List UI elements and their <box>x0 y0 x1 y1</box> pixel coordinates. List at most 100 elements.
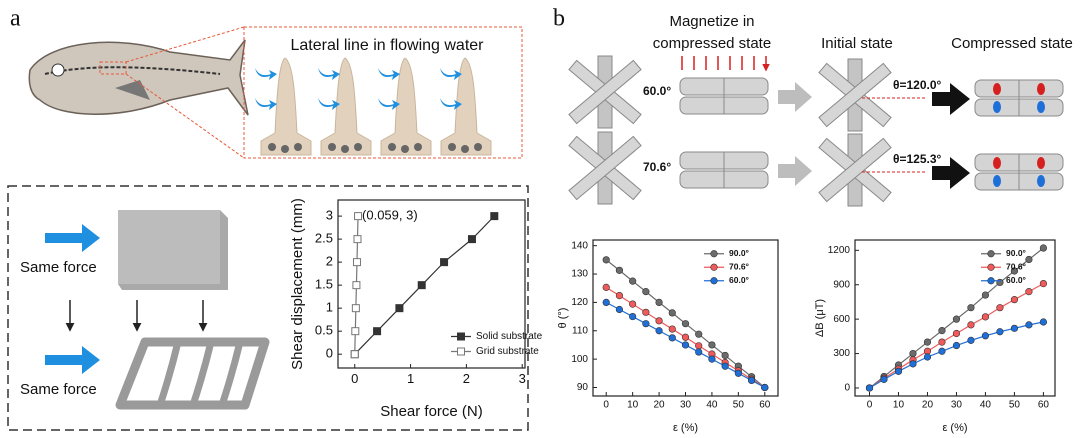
point <box>981 332 990 340</box>
x-tick-label: 1 <box>407 371 414 386</box>
x-tick-label: 3 <box>519 371 526 386</box>
point <box>967 336 975 344</box>
x-tick-label: 30 <box>951 400 963 411</box>
point <box>373 327 382 336</box>
point <box>351 327 360 336</box>
point <box>865 384 874 392</box>
point <box>734 369 742 377</box>
x-tick-label: 30 <box>680 400 692 411</box>
y-axis-label: θ (°) <box>557 308 569 329</box>
point <box>894 367 903 375</box>
point <box>668 309 676 317</box>
point <box>981 291 990 299</box>
point <box>351 304 360 313</box>
x-tick-label: 10 <box>627 400 639 411</box>
grid-frame <box>115 337 270 410</box>
point <box>681 320 690 328</box>
x-tick-label: 10 <box>893 400 905 411</box>
point <box>655 317 663 325</box>
stage-arrow <box>932 83 970 115</box>
unit-cell <box>568 131 642 205</box>
x-axis-label: ε (%) <box>673 422 698 434</box>
point <box>747 376 756 385</box>
y-tick-label: 1.5 <box>315 277 333 292</box>
point <box>695 342 703 350</box>
point <box>967 304 975 312</box>
point <box>615 266 624 274</box>
legend-marker <box>987 263 995 271</box>
fish-eye <box>51 63 65 77</box>
block-top <box>118 210 220 284</box>
point <box>642 288 650 296</box>
legend-label: 90.0° <box>729 248 750 258</box>
legend-label: 70.6° <box>729 262 750 272</box>
point <box>352 258 361 267</box>
y-tick-label: 300 <box>833 348 850 359</box>
point <box>1025 288 1033 296</box>
flow-arrow <box>255 98 277 110</box>
stage-arrow <box>778 156 812 186</box>
point <box>952 315 961 323</box>
point <box>655 298 663 307</box>
neuromast <box>260 57 312 156</box>
plot-frame <box>854 239 1056 397</box>
unit-cell <box>818 133 892 207</box>
unit-cell <box>818 58 892 132</box>
y-tick-label: 140 <box>571 240 588 251</box>
y-tick-label: 110 <box>572 325 588 336</box>
point <box>967 321 975 329</box>
legend-marker <box>710 250 718 258</box>
legend-marker <box>457 332 465 341</box>
point <box>629 300 637 308</box>
point <box>938 338 946 346</box>
zoom-frame <box>243 26 523 159</box>
x-tick-label: 20 <box>922 400 934 411</box>
legend-label: Solid substrate <box>476 331 543 342</box>
point <box>629 277 637 285</box>
point <box>952 341 961 350</box>
legend-marker <box>987 250 995 258</box>
zoom-box <box>99 61 127 75</box>
unit-cell <box>568 55 642 129</box>
legend-marker <box>710 277 718 285</box>
fish-body <box>28 39 249 116</box>
point <box>395 304 404 313</box>
point <box>602 298 610 307</box>
point <box>668 334 676 342</box>
point <box>909 360 917 368</box>
compressed-magnetized <box>975 154 1063 190</box>
x-axis-label: ε (%) <box>942 422 967 434</box>
point <box>602 256 610 264</box>
point <box>923 353 932 361</box>
point <box>681 341 690 349</box>
point <box>1010 267 1019 275</box>
frame-ribs <box>156 341 244 407</box>
compressed-unit <box>679 77 769 115</box>
point <box>708 355 716 363</box>
flow-arrow <box>255 68 277 80</box>
point <box>350 350 359 359</box>
x-tick-label: 50 <box>1009 400 1021 411</box>
fish <box>28 26 249 159</box>
x-axis-label: Shear force (N) <box>380 403 483 420</box>
point <box>761 383 769 392</box>
compressed-magnetized <box>975 80 1063 116</box>
stage-title: Magnetize in <box>669 13 754 30</box>
point <box>615 291 624 300</box>
y-tick-label: 1 <box>326 300 333 315</box>
neuromasts <box>255 57 492 156</box>
fish-fin <box>115 80 150 100</box>
x-tick-label: 40 <box>706 400 718 411</box>
point <box>952 329 961 338</box>
x-tick-label: 60 <box>1038 400 1050 411</box>
point <box>981 313 990 321</box>
y-tick-label: 600 <box>833 314 850 325</box>
legend-label: 60.0° <box>1006 275 1027 285</box>
point <box>490 212 499 221</box>
legend-label: 70.6° <box>1006 262 1027 272</box>
point <box>1010 324 1019 332</box>
field-arrows <box>681 56 766 70</box>
panel-label: a <box>10 6 21 32</box>
y-tick-label: 0.5 <box>315 323 333 338</box>
